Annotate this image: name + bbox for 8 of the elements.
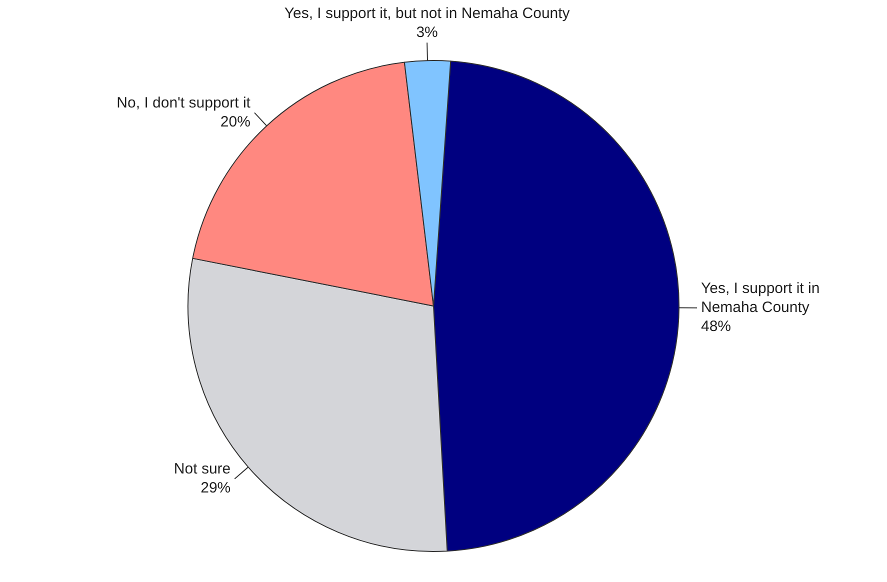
- slice-label: No, I don't support it: [116, 94, 252, 112]
- slice-label: Not sure: [174, 460, 231, 478]
- data-label: 20%: [220, 113, 250, 130]
- slice-label: Yes, I support it in Nemaha County: [700, 280, 820, 316]
- data-label: 29%: [200, 480, 231, 497]
- slice-label: Yes, I support it, but not in Nemaha County: [284, 5, 570, 22]
- data-label: 48%: [700, 318, 732, 335]
- data-label: 3%: [416, 24, 438, 42]
